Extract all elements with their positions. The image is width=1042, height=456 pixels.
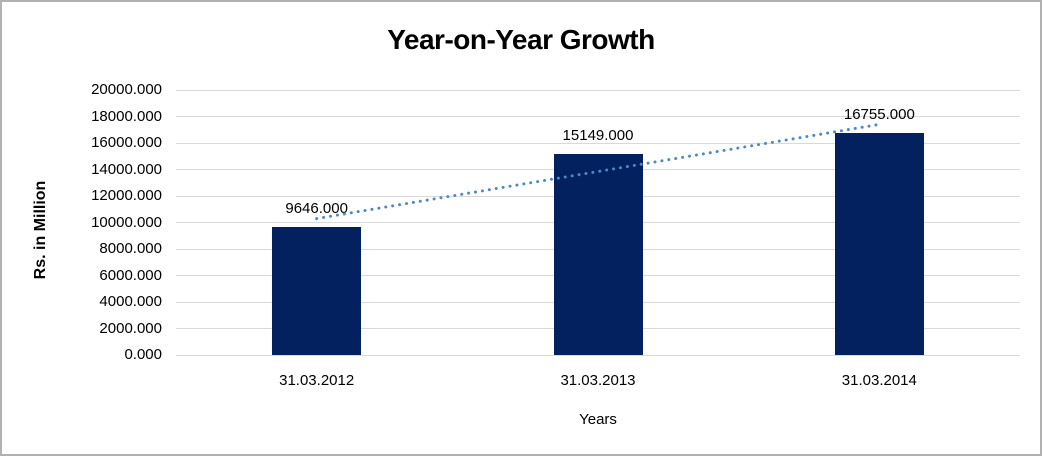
bar[interactable] (272, 227, 362, 355)
gridline (176, 116, 1020, 117)
gridline (176, 89, 1020, 91)
x-tick-label: 31.03.2013 (560, 372, 636, 389)
y-tick-label: 2000.000 (99, 319, 162, 337)
bar-value-label: 16755.000 (843, 105, 915, 123)
y-tick-label: 14000.000 (91, 160, 162, 178)
y-tick-label: 8000.000 (99, 240, 162, 257)
bar[interactable] (834, 132, 924, 355)
bar[interactable] (553, 154, 643, 355)
gridline (176, 354, 1020, 356)
y-tick-label: 6000.000 (99, 266, 162, 284)
y-tick-label: 18000.000 (91, 107, 162, 125)
y-tick-label: 20000.000 (91, 81, 162, 98)
bar-value-label: 9646.000 (285, 200, 348, 218)
y-tick-label: 4000.000 (99, 293, 162, 310)
y-tick-label: 16000.000 (91, 134, 162, 151)
bar-value-label: 15149.000 (562, 127, 634, 145)
y-tick-label: 10000.000 (91, 213, 162, 231)
x-tick-label: 31.03.2012 (279, 372, 355, 389)
x-tick-label: 31.03.2014 (841, 372, 917, 389)
x-axis-title: Years (579, 411, 617, 428)
y-tick-label: 12000.000 (91, 187, 162, 204)
chart-title: Year-on-Year Growth (387, 24, 655, 55)
y-tick-label: 0.000 (124, 346, 162, 363)
